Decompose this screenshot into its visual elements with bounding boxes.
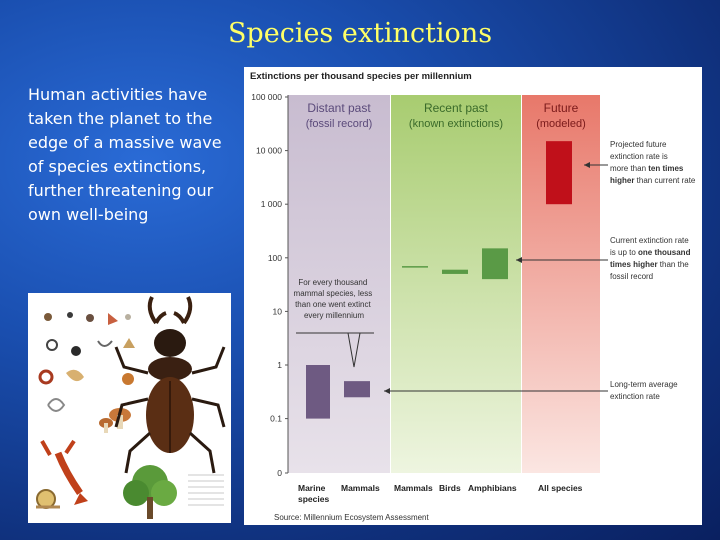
extinction-chart-panel: Extinctions per thousand species per mil… [244, 67, 702, 525]
bar-birds-recent-past [442, 269, 468, 274]
category-label-birds: Birds [439, 483, 461, 493]
mushroom-icon [99, 408, 131, 433]
y-tick-label: 100 000 [251, 92, 282, 102]
snail-icon [36, 489, 60, 509]
bar-all-species-future [546, 141, 572, 205]
bar-mammals-distant-past [344, 381, 370, 398]
annotation-distant-pointer [347, 332, 361, 368]
annotation-current: Current extinction rate is up to one tho… [610, 236, 693, 281]
category-label-amphibians: Amphibians [468, 483, 517, 493]
bar-mammals-recent-past [402, 266, 428, 268]
lobster-icon [40, 439, 88, 505]
y-tick-label: 1 000 [261, 199, 283, 209]
stag-beetle-icon [114, 296, 226, 474]
annotation-distant: For every thousand mammal species, less … [294, 278, 375, 320]
y-tick-label: 1 [277, 360, 282, 370]
annotation-projected: Projected future extinction rate is more… [610, 140, 696, 185]
period-bg-distant-past [288, 95, 390, 473]
y-tick-label: 100 [268, 253, 282, 263]
slide-body-text: Human activities have taken the planet t… [28, 85, 222, 224]
chart-title: Extinctions per thousand species per mil… [250, 71, 472, 82]
category-label-marine: Marine [298, 483, 326, 493]
period-label-future: Future [544, 101, 579, 115]
slide-title: Species extinctions [227, 18, 493, 49]
y-tick-label: 10 000 [256, 146, 282, 156]
category-label-species: species [298, 494, 329, 504]
category-label-all-species: All species [538, 483, 583, 493]
category-label-mammals-distant: Mammals [341, 483, 380, 493]
annotation-average: Long-term average extinction rate [610, 380, 680, 401]
period-sublabel-future: (modeled) [536, 118, 586, 130]
small-creatures-icon [38, 312, 135, 412]
y-tick-label: 0 [277, 468, 282, 478]
period-sublabel-distant: (fossil record) [306, 118, 373, 130]
period-label-distant: Distant past [307, 101, 371, 115]
chart-source: Source: Millennium Ecosystem Assessment [274, 513, 430, 522]
y-tick-label: 0.1 [270, 414, 282, 424]
period-sublabel-recent: (known extinctions) [409, 118, 503, 130]
extinction-chart: Extinctions per thousand species per mil… [250, 71, 696, 522]
bar-marine-species-distant-past [306, 365, 330, 419]
tree-icon [123, 465, 177, 519]
period-label-recent: Recent past [424, 101, 489, 115]
species-illustration [28, 293, 231, 523]
category-label-mammals-recent: Mammals [394, 483, 433, 493]
y-tick-label: 10 [273, 306, 283, 316]
specimen-key-icon [188, 474, 224, 506]
period-bg-recent-past [391, 95, 521, 473]
bar-amphibians-recent-past [482, 248, 508, 280]
species-illustration-art [36, 296, 226, 519]
